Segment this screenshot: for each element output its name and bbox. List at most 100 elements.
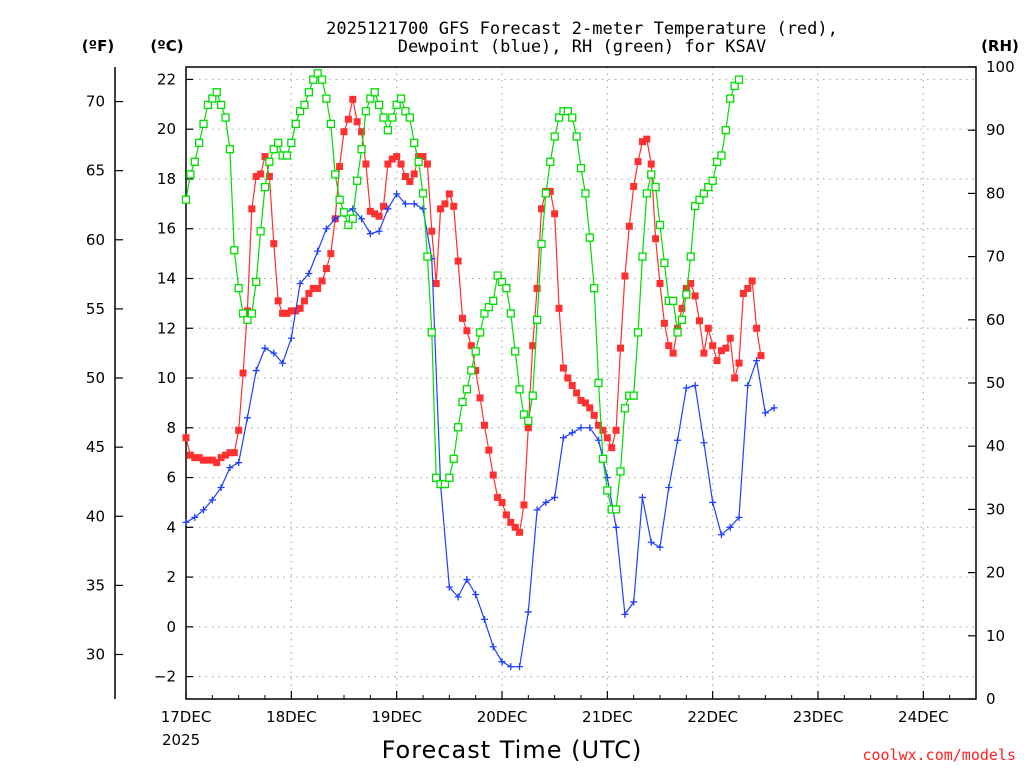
temperature-point — [665, 342, 673, 350]
temperature-point — [669, 349, 677, 357]
dewpoint-point — [682, 384, 690, 392]
temperature-point — [647, 160, 655, 168]
dewpoint-point — [287, 334, 295, 342]
dewpoint-point — [243, 414, 251, 422]
dewpoint-point — [621, 610, 629, 618]
dewpoint-point — [630, 598, 638, 606]
dewpoint-point — [542, 498, 550, 506]
temperature-point — [309, 284, 317, 292]
temperature-point — [467, 342, 475, 350]
dewpoint-point — [524, 608, 532, 616]
fahrenheit-axis-label: (ºF) — [82, 37, 114, 55]
dewpoint-point — [322, 225, 330, 233]
temperature-point — [546, 187, 554, 195]
rh-point — [344, 220, 353, 230]
rh-point — [620, 404, 630, 413]
rh-point — [379, 113, 388, 122]
dewpoint-point — [726, 523, 734, 531]
temperature-point — [529, 342, 537, 350]
temperature-point — [450, 202, 458, 210]
rh-point — [313, 69, 322, 78]
rh-point — [405, 113, 414, 122]
temperature-point — [524, 424, 532, 432]
rh-point — [265, 157, 274, 166]
rh-point — [432, 473, 441, 482]
rh-point — [708, 176, 717, 185]
temperature-point — [410, 170, 418, 178]
dewpoint-point — [401, 200, 409, 208]
rh-point — [225, 145, 235, 154]
rh-point — [304, 88, 314, 97]
temperature-point — [283, 309, 291, 317]
temperature-point — [678, 304, 686, 312]
rh-point — [348, 214, 357, 223]
temperature-point — [590, 411, 598, 419]
dewpoint-point — [559, 434, 567, 442]
rh-point — [383, 126, 393, 135]
x-tick-label: 19DEC — [371, 708, 422, 726]
dewpoint-point — [314, 247, 322, 255]
temperature-point — [753, 324, 761, 332]
temperature-point — [248, 205, 256, 213]
rh-point — [554, 113, 564, 122]
temperature-point — [625, 222, 633, 230]
temperature-point — [704, 324, 712, 332]
dewpoint-point — [445, 583, 453, 591]
grid-lines — [186, 67, 976, 699]
temperature-point — [533, 284, 541, 292]
rh-point — [370, 88, 379, 97]
rh-point — [537, 239, 546, 249]
dewpoint-point — [182, 518, 190, 526]
rh-point — [515, 385, 524, 394]
rh-point — [221, 113, 230, 122]
rh-point — [730, 81, 739, 91]
celsius-tick-label: 20 — [157, 120, 176, 138]
temperature-point — [191, 454, 199, 462]
rh-point — [717, 151, 726, 160]
temperature-point — [731, 374, 739, 382]
rh-point — [642, 189, 651, 198]
rh-point — [528, 391, 537, 400]
rh-point — [568, 113, 577, 122]
rh-point — [611, 505, 621, 514]
rh-point — [203, 100, 213, 110]
temperature-point — [195, 454, 203, 462]
temperature-point — [564, 374, 572, 382]
rh-tick-label: 40 — [986, 437, 1005, 455]
temperature-point — [406, 177, 414, 185]
rh-point — [357, 145, 366, 154]
temperature-point — [287, 307, 295, 315]
rh-tick-label: 50 — [986, 374, 1005, 392]
temperature-point — [401, 172, 409, 180]
axis-ticks: 17DEC 18DEC 19DEC 20DEC 21DEC 22DEC 23DEC 24DEC… — [86, 58, 1015, 726]
rh-axis-label: (RH) — [981, 37, 1019, 55]
temperature-point — [577, 396, 585, 404]
dewpoint-point — [200, 506, 208, 514]
dewpoint-point — [612, 523, 620, 531]
dewpoint-point — [691, 381, 699, 389]
rh-tick-label: 90 — [986, 121, 1005, 139]
temperature-point — [516, 528, 524, 536]
rh-point — [682, 290, 691, 299]
rh-point — [519, 410, 529, 419]
dewpoint-point — [252, 367, 260, 375]
rh-point — [673, 328, 682, 337]
rh-point — [195, 138, 204, 147]
celsius-tick-label: 10 — [157, 369, 176, 387]
dewpoint-point — [700, 439, 708, 447]
dewpoint-point — [463, 576, 471, 584]
temperature-point — [235, 426, 243, 434]
rh-point — [247, 309, 256, 318]
dewpoint-point — [279, 359, 287, 367]
temperature-point — [318, 277, 326, 285]
rh-point — [331, 170, 340, 179]
fahrenheit-tick-label: 60 — [86, 231, 105, 249]
chart-title-line-2: Dewpoint (blue), RH (green) for KSAV — [398, 37, 766, 57]
rh-point — [458, 397, 467, 407]
temperature-point — [691, 292, 699, 300]
temperature-point — [538, 205, 545, 213]
dewpoint-point — [349, 205, 357, 213]
temperature-point — [709, 342, 717, 350]
series-layer — [181, 69, 778, 671]
rh-point — [686, 252, 695, 261]
